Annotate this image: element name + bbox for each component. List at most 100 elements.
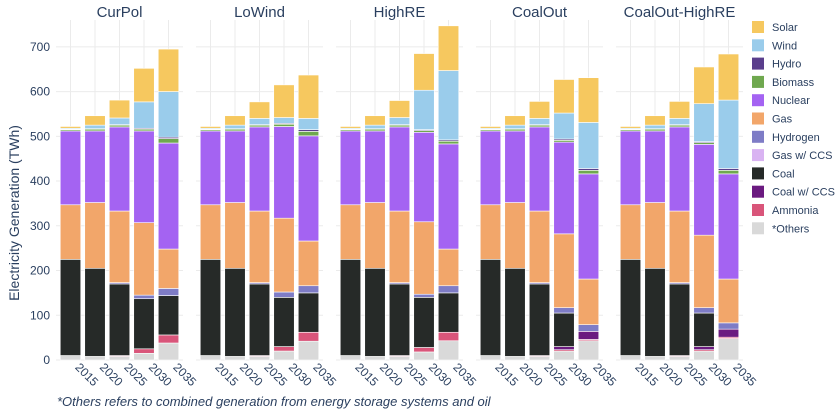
bar-segment-nuclear <box>644 130 666 203</box>
bar-segment-hydrogen <box>553 307 575 314</box>
legend-item[interactable]: Coal w/ CCS <box>752 185 835 199</box>
x-tick-label: 2025 <box>681 360 710 389</box>
bar-segment-others <box>199 355 222 361</box>
bar-segment-others <box>339 355 362 361</box>
legend-item[interactable]: Gas w/ CCS <box>752 149 833 162</box>
bar-segment-coal <box>388 283 411 356</box>
bar-segment-hydrogen <box>437 285 460 294</box>
legend-item[interactable]: Coal <box>752 167 795 180</box>
bar-segment-solar <box>364 115 386 126</box>
bar-segment-nuclear <box>59 130 82 206</box>
bar-segment-nuclear <box>364 130 386 203</box>
x-tick-label: 2030 <box>706 360 735 389</box>
bar-segment-others <box>388 356 411 361</box>
bar-segment-wind <box>668 118 691 125</box>
bar-segment-nuclear <box>504 130 526 203</box>
bar-segment-coal <box>108 283 131 356</box>
bar-segment-coal-w-ccs <box>553 346 575 351</box>
bar-segment-solar <box>619 126 642 129</box>
bar-segment-gas <box>297 240 320 287</box>
bar-segment-solar <box>157 48 180 92</box>
bar-segment-gas <box>553 233 575 308</box>
legend-item[interactable]: Ammonia <box>752 204 819 217</box>
legend-label: Coal <box>772 168 795 180</box>
bar-segment-coal <box>297 292 320 333</box>
legend-label: Wind <box>772 40 797 52</box>
bar-segment-gas <box>644 202 666 269</box>
legend-item[interactable]: Hydrogen <box>752 130 820 144</box>
bar-segment-nuclear <box>693 144 715 236</box>
bar-segment-nuclear <box>133 130 155 223</box>
bar-segment-nuclear <box>553 141 575 235</box>
bar-segment-others <box>248 356 271 361</box>
bar-segment-nuclear <box>437 143 460 250</box>
x-tick-label: 2020 <box>97 360 126 389</box>
bar-segment-coal <box>157 295 180 336</box>
bar-segment-others <box>693 350 715 361</box>
y-axis-label: Electricity Generation (TWh) <box>6 125 22 301</box>
legend-item[interactable]: Wind <box>752 39 797 52</box>
bar-segment-solar <box>644 115 666 126</box>
bar-segment-others <box>108 356 131 361</box>
bar-segment-wind <box>224 124 246 130</box>
bar-segment-wind <box>644 124 666 130</box>
bar-segment-solar <box>108 99 131 119</box>
bar-segment-biomass <box>273 123 295 127</box>
panel-title: CoalOut <box>512 4 568 21</box>
bar-segment-solar <box>248 101 271 119</box>
legend: Solar Wind Hydro Biomass Nuclear Gas Hydrogen G… <box>752 21 835 235</box>
bar-segment-solar <box>528 101 551 119</box>
bar-segment-gas <box>693 234 715 308</box>
bar-segment-ammonia <box>297 331 320 342</box>
bar-segment-biomass <box>157 138 180 144</box>
x-tick-label: 2015 <box>632 360 661 389</box>
y-tick-label: 0 <box>43 353 50 367</box>
legend-label: Hydrogen <box>772 132 820 144</box>
bar-segment-coal <box>644 267 666 357</box>
bar-segment-solar <box>577 77 600 123</box>
bar-segment-wind <box>528 118 551 125</box>
x-tick-label: 2030 <box>426 360 455 389</box>
legend-item[interactable]: Gas <box>752 112 793 126</box>
legend-swatch <box>752 222 764 235</box>
y-tick-label: 100 <box>30 308 50 322</box>
bar-segment-solar <box>199 126 222 129</box>
legend-item[interactable]: *Others <box>752 222 810 235</box>
bar-segment-wind <box>248 118 271 125</box>
bar-segment-others <box>668 356 691 361</box>
bar-segment-solar <box>717 53 740 101</box>
bar-segment-nuclear <box>273 126 295 219</box>
legend-item[interactable]: Biomass <box>752 75 815 89</box>
y-tick-label: 600 <box>30 85 50 99</box>
legend-swatch <box>752 112 764 125</box>
bar-segment-nuclear <box>413 131 435 223</box>
bar-segment-solar <box>668 101 691 119</box>
bar-segment-wind <box>273 117 295 124</box>
bar-segment-solar <box>553 79 575 114</box>
x-tick-label: 2030 <box>566 360 595 389</box>
bar-segment-nuclear <box>84 130 106 203</box>
bar-segment-coal <box>504 267 526 357</box>
bar-segment-coal <box>364 267 386 357</box>
bar-segment-nuclear <box>577 173 600 280</box>
bar-segment-wind <box>717 99 740 169</box>
bar-segment-nuclear <box>199 130 222 206</box>
bar-segment-wind <box>413 89 435 130</box>
bar-segment-hydrogen <box>577 324 600 332</box>
legend-item[interactable]: Nuclear <box>752 94 810 107</box>
bar-segment-wind <box>388 117 411 125</box>
legend-item[interactable]: Hydro <box>752 57 801 71</box>
bar-segment-gas <box>199 204 222 260</box>
bar-segment-solar <box>479 126 502 129</box>
x-tick-label: 2035 <box>310 360 339 389</box>
bar-segment-others <box>553 350 575 361</box>
bar-segment-coal <box>553 312 575 347</box>
bar-segment-wind <box>577 122 600 169</box>
bar-segment-nuclear <box>388 126 411 212</box>
bar-segment-coal <box>59 259 82 356</box>
bar-segment-coal-w-ccs <box>693 346 715 351</box>
legend-item[interactable]: Solar <box>752 21 798 34</box>
bar-segment-gas <box>59 204 82 260</box>
legend-swatch <box>752 185 764 198</box>
bar-segment-solar <box>504 115 526 126</box>
